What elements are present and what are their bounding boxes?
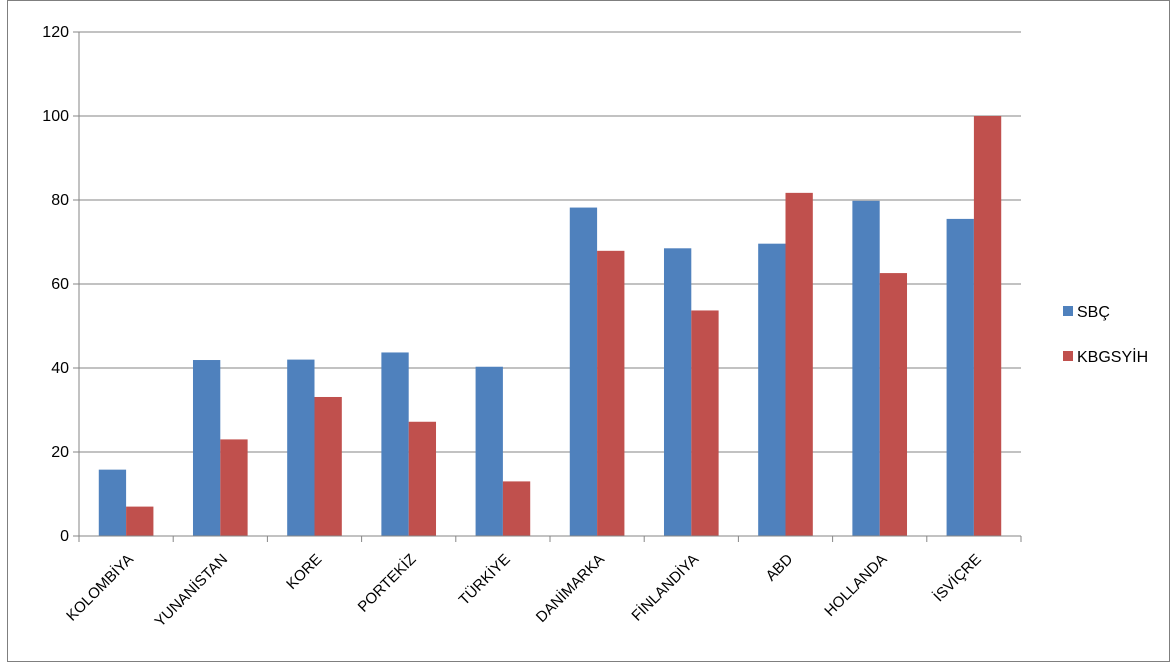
bar-sbc	[663, 248, 692, 537]
bar-kbgsyih	[691, 310, 719, 536]
legend-label: SBÇ	[1077, 304, 1110, 321]
y-tick-label: 0	[60, 528, 69, 545]
bar-kbgsyih	[502, 481, 531, 536]
bar-kbgsyih	[220, 439, 248, 536]
bar-kbgsyih	[408, 421, 437, 536]
y-axis-ticks: 0 20 40 60 80 100 120	[42, 24, 79, 545]
legend-swatch	[1063, 306, 1073, 316]
bar-kbgsyih	[126, 506, 154, 536]
y-tick-label: 120	[42, 24, 69, 41]
bar-sbc	[569, 207, 598, 536]
y-tick-label: 40	[51, 360, 69, 377]
bar-sbc	[287, 359, 315, 536]
legend-swatch	[1063, 351, 1073, 361]
y-tick-label: 60	[51, 276, 69, 293]
bar-sbc	[946, 218, 974, 536]
axes	[78, 32, 1022, 542]
y-tick-label: 20	[51, 444, 69, 461]
bar-sbc	[381, 352, 409, 536]
bar-sbc	[758, 243, 786, 536]
legend-label: KBGSYİH	[1077, 347, 1148, 366]
bar-kbgsyih	[879, 273, 908, 536]
bars	[98, 116, 1002, 537]
bar-kbgsyih	[597, 250, 625, 536]
legend: SBÇ KBGSYİH	[1063, 304, 1148, 366]
bar-kbgsyih	[785, 192, 813, 537]
bar-kbgsyih	[973, 116, 1002, 536]
bar-sbc	[98, 469, 127, 536]
bar-sbc	[475, 366, 503, 536]
y-tick-label: 100	[42, 108, 69, 125]
bar-sbc	[852, 200, 880, 536]
y-tick-label: 80	[51, 192, 69, 209]
bar-kbgsyih	[314, 396, 342, 536]
bar-sbc	[192, 360, 221, 536]
